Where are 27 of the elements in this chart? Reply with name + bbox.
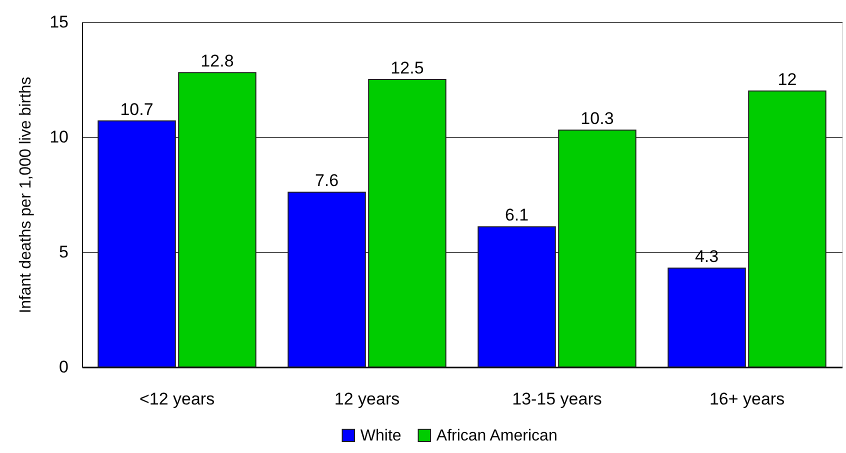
bar (668, 268, 746, 368)
data-label: 10.3 (580, 109, 614, 128)
x-tick-label: 12 years (334, 390, 400, 408)
y-tick-label: 0 (59, 358, 68, 376)
x-tick-label: 16+ years (709, 390, 785, 408)
data-label: 6.1 (504, 206, 529, 225)
bar (558, 130, 636, 368)
y-tick-label: 15 (50, 12, 68, 32)
y-tick-label: 10 (50, 128, 68, 146)
bar (478, 226, 556, 368)
y-tick-label: 5 (59, 242, 68, 262)
y-axis-title: Infant deaths per 1,000 live births (18, 76, 35, 314)
data-label: 7.6 (314, 171, 339, 190)
bar (178, 72, 256, 368)
bar (288, 192, 366, 368)
data-label: 4.3 (694, 247, 719, 266)
legend-label: African American (436, 427, 558, 444)
data-label: 12.8 (200, 52, 234, 71)
legend-label: White (360, 427, 402, 444)
bar (748, 90, 826, 368)
bar (368, 79, 446, 368)
x-tick-label: 13-15 years (512, 390, 602, 408)
bar (98, 120, 176, 368)
data-label: 10.7 (120, 100, 154, 119)
data-label: 12.5 (390, 58, 424, 78)
data-label: 12 (778, 70, 797, 89)
x-tick-label: <12 years (139, 390, 215, 408)
